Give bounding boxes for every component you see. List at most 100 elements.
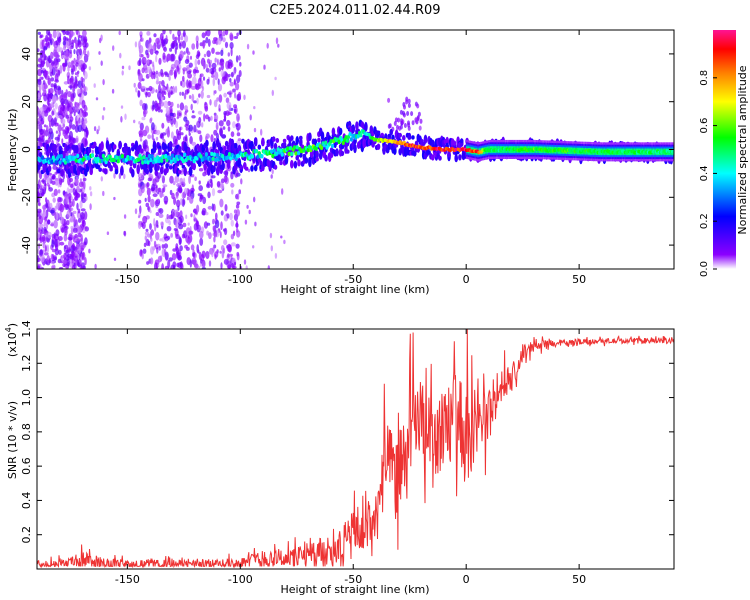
- heatmap-speckle: [123, 173, 126, 180]
- snr-xtick-label: -150: [115, 573, 140, 586]
- heatmap-speckle: [62, 190, 66, 196]
- heatmap-speckle: [70, 225, 74, 230]
- heatmap-ridge: [212, 152, 217, 157]
- heatmap-speckle: [246, 204, 249, 209]
- heatmap-speckle: [59, 241, 65, 246]
- heatmap-speckle: [158, 57, 162, 65]
- heatmap-speckle: [48, 187, 53, 192]
- heatmap-halo: [100, 141, 104, 151]
- heatmap-speckle: [193, 100, 197, 104]
- heatmap-speckle: [201, 122, 204, 128]
- heatmap-speckle: [61, 118, 66, 125]
- heatmap-speckle: [64, 30, 70, 36]
- heatmap-speckle: [192, 68, 197, 74]
- heatmap-speckle: [187, 66, 190, 71]
- heatmap-speckle: [216, 181, 221, 188]
- heatmap-speckle: [43, 220, 47, 227]
- heatmap-speckle: [39, 226, 43, 230]
- heatmap-speckle: [99, 37, 102, 44]
- heatmap-speckle: [199, 230, 204, 239]
- heatmap-ridge: [271, 153, 275, 159]
- heatmap-speckle: [161, 122, 165, 129]
- heatmap-speckle: [120, 116, 123, 123]
- heatmap-speckle: [198, 168, 204, 172]
- heatmap-speckle: [168, 75, 171, 81]
- heatmap-speckle: [405, 99, 409, 105]
- heatmap-speckle: [49, 33, 53, 39]
- heatmap-speckle: [211, 62, 217, 69]
- heatmap-speckle: [46, 182, 50, 187]
- heatmap-speckle: [177, 30, 181, 37]
- heatmap-speckle: [188, 230, 194, 236]
- snr-xtick-label: -100: [228, 573, 253, 586]
- heatmap-speckle: [47, 93, 50, 101]
- heatmap-speckle: [62, 63, 66, 72]
- heatmap-speckle: [55, 30, 61, 38]
- heatmap-speckle: [147, 177, 152, 182]
- heatmap-speckle: [205, 36, 209, 44]
- heatmap-speckle: [80, 234, 83, 242]
- heatmap-speckle: [164, 251, 169, 261]
- heatmap-speckle: [183, 92, 187, 100]
- heatmap-halo: [221, 161, 225, 171]
- heatmap-halo: [452, 140, 457, 146]
- heatmap-speckle: [75, 120, 79, 127]
- heatmap-speckle: [102, 190, 105, 197]
- heatmap-speckle: [43, 207, 46, 212]
- heatmap-halo: [290, 159, 294, 169]
- heatmap-speckle: [46, 125, 49, 133]
- heatmap-speckle: [180, 80, 183, 87]
- heatmap-speckle: [149, 257, 154, 265]
- heatmap-speckle: [147, 66, 152, 74]
- heatmap-halo: [266, 142, 271, 148]
- heatmap-speckle: [178, 223, 184, 230]
- heatmap-speckle: [160, 68, 164, 76]
- heatmap-speckle: [56, 202, 60, 210]
- heatmap-halo: [412, 151, 417, 156]
- spectrogram-xtick-label: -100: [228, 273, 253, 286]
- snr-ytick-label: 1.2: [20, 355, 33, 373]
- heatmap-speckle: [149, 210, 152, 214]
- heatmap-speckle: [50, 77, 55, 82]
- heatmap-speckle: [172, 33, 175, 40]
- heatmap-speckle: [75, 62, 79, 67]
- heatmap-speckle: [143, 183, 146, 188]
- heatmap-speckle: [233, 78, 236, 86]
- heatmap-speckle: [211, 188, 216, 197]
- heatmap-speckle: [186, 88, 190, 94]
- heatmap-speckle: [407, 120, 410, 126]
- heatmap-speckle: [191, 115, 196, 119]
- heatmap-speckle: [183, 187, 188, 194]
- snr-ytick-label: 1.4: [20, 320, 33, 338]
- heatmap-speckle: [191, 43, 196, 50]
- heatmap-speckle: [204, 101, 207, 106]
- heatmap-speckle: [43, 93, 48, 102]
- heatmap-ridge: [57, 154, 61, 159]
- heatmap-speckle: [209, 63, 212, 68]
- heatmap-speckle: [50, 253, 54, 260]
- heatmap-speckle: [91, 149, 94, 154]
- heatmap-speckle: [174, 85, 178, 93]
- heatmap-ridge: [210, 151, 214, 157]
- heatmap-ridge: [65, 155, 69, 161]
- heatmap-speckle: [206, 181, 210, 188]
- heatmap-speckle: [147, 195, 151, 203]
- heatmap-speckle: [238, 70, 242, 77]
- heatmap-speckle: [58, 249, 62, 255]
- heatmap-speckle: [252, 245, 255, 249]
- heatmap-speckle: [179, 184, 182, 194]
- heatmap-speckle: [210, 179, 213, 188]
- heatmap-speckle: [144, 197, 147, 202]
- heatmap-speckle: [166, 54, 171, 61]
- heatmap-speckle: [185, 214, 188, 220]
- heatmap-speckle: [214, 219, 220, 229]
- heatmap-halo: [346, 149, 350, 154]
- heatmap-speckle: [161, 244, 165, 249]
- heatmap-speckle: [141, 252, 144, 260]
- heatmap-speckle: [161, 80, 165, 87]
- heatmap-speckle: [176, 199, 181, 208]
- heatmap-speckle: [191, 257, 197, 266]
- heatmap-speckle: [53, 84, 58, 92]
- heatmap-speckle: [407, 125, 411, 131]
- heatmap-speckle: [69, 199, 72, 204]
